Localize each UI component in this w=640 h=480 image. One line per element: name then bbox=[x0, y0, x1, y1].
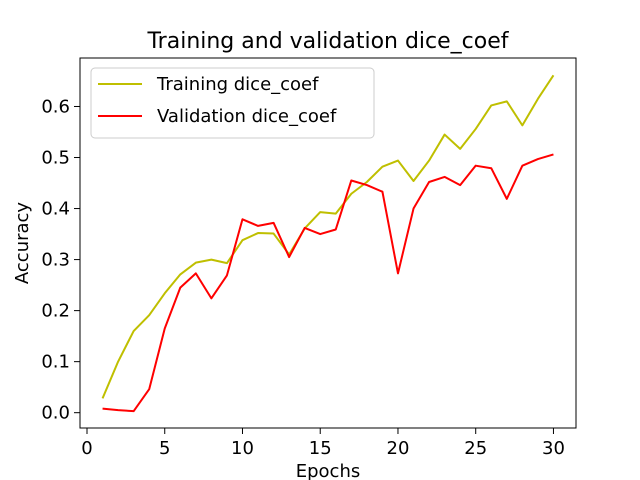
series-line-training bbox=[101, 74, 555, 399]
chart-title: Training and validation dice_coef bbox=[146, 29, 509, 54]
legend-label-training: Training dice_coef bbox=[156, 74, 319, 95]
x-tick-label: 25 bbox=[464, 438, 487, 459]
series-line-validation bbox=[102, 153, 554, 413]
x-tick-label: 20 bbox=[387, 438, 410, 459]
plot-frame bbox=[79, 57, 577, 429]
x-tick-label: 15 bbox=[309, 438, 332, 459]
legend: Training dice_coef Validation dice_coef bbox=[90, 67, 375, 139]
y-tick-label: 0.4 bbox=[41, 199, 70, 220]
x-axis-label: Epochs bbox=[296, 461, 361, 480]
y-axis-label: Accuracy bbox=[12, 202, 33, 285]
legend-label-validation: Validation dice_coef bbox=[157, 106, 337, 127]
y-tick-label: 0.1 bbox=[41, 352, 70, 373]
y-tick-label: 0.5 bbox=[41, 148, 70, 169]
y-tick-label: 0.6 bbox=[41, 96, 70, 117]
y-tick-label: 0.3 bbox=[41, 250, 70, 271]
y-tick-label: 0.0 bbox=[41, 403, 70, 424]
x-tick-label: 5 bbox=[159, 438, 170, 459]
x-tick-label: 0 bbox=[81, 438, 92, 459]
legend-box bbox=[90, 67, 375, 139]
x-tick-label: 30 bbox=[542, 438, 565, 459]
x-tick-label: 10 bbox=[231, 438, 254, 459]
y-tick-label: 0.2 bbox=[41, 301, 70, 322]
